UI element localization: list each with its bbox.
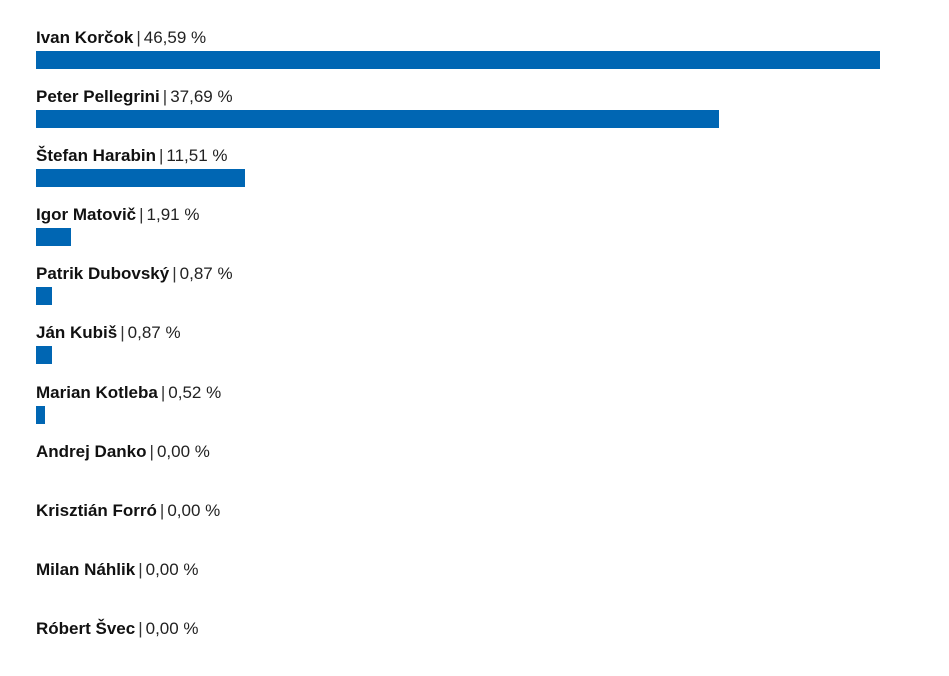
- results-bar-chart: Ivan Korčok | 46,59 % Peter Pellegrini | 37,6…: [36, 26, 916, 676]
- label-separator: |: [136, 28, 141, 47]
- bar-label: Krisztián Forró | 0,00 %: [36, 499, 916, 523]
- bar-label: Ján Kubiš | 0,87 %: [36, 321, 916, 345]
- candidate-percentage: 0,00 %: [145, 559, 199, 579]
- bar-label: Patrik Dubovský | 0,87 %: [36, 262, 916, 286]
- candidate-name: Andrej Danko: [36, 441, 147, 461]
- label-separator: |: [172, 264, 177, 284]
- label-separator: |: [138, 559, 143, 579]
- candidate-percentage: 0,00 %: [156, 441, 210, 461]
- result-bar: [36, 51, 880, 69]
- bar-label: Andrej Danko | 0,00 %: [36, 440, 916, 464]
- chart-row: Andrej Danko | 0,00 %: [36, 440, 916, 499]
- candidate-name: Ján Kubiš: [36, 323, 118, 343]
- bar-label: Igor Matovič | 1,91 %: [36, 203, 916, 227]
- candidate-name: Ivan Korčok: [36, 28, 134, 47]
- bar-label: Štefan Harabin | 11,51 %: [36, 144, 916, 168]
- candidate-name: Patrik Dubovský: [36, 264, 170, 284]
- result-bar: [36, 287, 52, 306]
- chart-row: Štefan Harabin | 11,51 %: [36, 144, 916, 203]
- candidate-name: Peter Pellegrini: [36, 87, 160, 107]
- candidate-name: Marian Kotleba: [36, 382, 158, 402]
- chart-row: Ján Kubiš | 0,87 %: [36, 321, 916, 380]
- candidate-percentage: 37,69 %: [170, 87, 233, 107]
- chart-row: Milan Náhlik | 0,00 %: [36, 558, 916, 617]
- chart-row: Krisztián Forró | 0,00 %: [36, 499, 916, 558]
- label-separator: |: [162, 87, 168, 107]
- bar-label: Róbert Švec | 0,00 %: [36, 617, 916, 641]
- label-separator: |: [138, 618, 143, 638]
- chart-row: Ivan Korčok | 46,59 %: [36, 26, 916, 85]
- bar-label: Marian Kotleba | 0,52 %: [36, 381, 916, 405]
- candidate-percentage: 0,00 %: [145, 618, 199, 638]
- label-separator: |: [120, 323, 125, 343]
- label-separator: |: [159, 500, 165, 520]
- candidate-percentage: 11,51 %: [166, 146, 228, 166]
- candidate-name: Milan Náhlik: [36, 559, 136, 579]
- label-separator: |: [149, 441, 154, 461]
- candidate-percentage: 0,87 %: [127, 323, 181, 343]
- candidate-name: Štefan Harabin: [36, 146, 156, 166]
- candidate-percentage: 0,87 %: [179, 264, 233, 284]
- label-separator: |: [158, 146, 164, 166]
- candidate-percentage: 0,52 %: [168, 382, 222, 402]
- chart-row: Igor Matovič | 1,91 %: [36, 203, 916, 262]
- result-bar: [36, 405, 45, 424]
- result-bar: [36, 228, 71, 247]
- label-separator: |: [139, 205, 144, 225]
- result-bar: [36, 110, 719, 129]
- candidate-percentage: 1,91 %: [146, 205, 200, 225]
- candidate-name: Krisztián Forró: [36, 500, 157, 520]
- bar-label: Milan Náhlik | 0,00 %: [36, 558, 916, 582]
- candidate-percentage: 0,00 %: [167, 500, 221, 520]
- chart-row: Marian Kotleba | 0,52 %: [36, 381, 916, 440]
- result-bar: [36, 169, 245, 188]
- bar-label: Ivan Korčok | 46,59 %: [36, 26, 916, 50]
- candidate-percentage: 46,59 %: [143, 28, 207, 47]
- chart-row: Peter Pellegrini | 37,69 %: [36, 85, 916, 144]
- bar-label: Peter Pellegrini | 37,69 %: [36, 85, 916, 109]
- label-separator: |: [160, 382, 166, 402]
- chart-row: Patrik Dubovský | 0,87 %: [36, 262, 916, 321]
- result-bar: [36, 346, 52, 365]
- candidate-name: Igor Matovič: [36, 205, 137, 225]
- chart-row: Róbert Švec | 0,00 %: [36, 617, 916, 676]
- candidate-name: Róbert Švec: [36, 618, 136, 638]
